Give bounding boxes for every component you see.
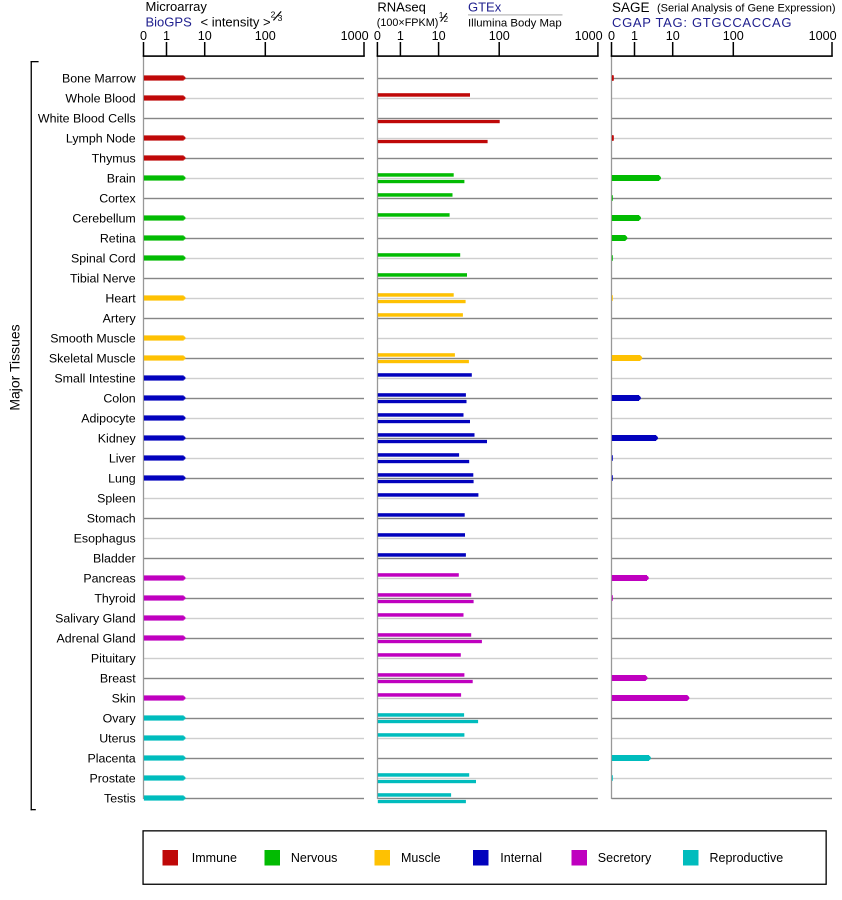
- svg-text:Illumina Body Map: Illumina Body Map: [468, 18, 562, 30]
- svg-text:Adipocyte: Adipocyte: [81, 411, 136, 425]
- svg-text:White Blood Cells: White Blood Cells: [38, 111, 136, 125]
- svg-text:100: 100: [255, 29, 276, 43]
- svg-text:RNAseq: RNAseq: [377, 0, 425, 15]
- svg-text:Immune: Immune: [192, 851, 237, 865]
- svg-text:BioGPS: BioGPS: [146, 15, 193, 30]
- svg-text:100: 100: [489, 29, 510, 43]
- svg-text:Cerebellum: Cerebellum: [72, 211, 135, 225]
- svg-text:0: 0: [140, 29, 147, 43]
- svg-text:Retina: Retina: [100, 231, 136, 245]
- svg-text:Pancreas: Pancreas: [83, 571, 135, 585]
- svg-text:Spinal Cord: Spinal Cord: [71, 251, 136, 265]
- svg-text:Brain: Brain: [107, 171, 136, 185]
- svg-text:Bone Marrow: Bone Marrow: [62, 71, 136, 85]
- svg-text:Lung: Lung: [108, 471, 136, 485]
- svg-text:Breast: Breast: [100, 671, 136, 685]
- svg-text:Thymus: Thymus: [92, 151, 136, 165]
- svg-text:0: 0: [608, 29, 615, 43]
- svg-text:< intensity >: < intensity >: [201, 15, 271, 30]
- svg-text:Liver: Liver: [109, 451, 136, 465]
- svg-text:Esophagus: Esophagus: [74, 531, 136, 545]
- svg-text:Smooth Muscle: Smooth Muscle: [50, 331, 136, 345]
- svg-text:Tibial Nerve: Tibial Nerve: [70, 271, 136, 285]
- svg-text:Salivary Gland: Salivary Gland: [55, 611, 136, 625]
- svg-text:Major Tissues: Major Tissues: [6, 324, 22, 410]
- svg-text:Bladder: Bladder: [93, 551, 136, 565]
- svg-text:1: 1: [439, 11, 444, 20]
- svg-text:Adrenal Gland: Adrenal Gland: [56, 631, 135, 645]
- svg-text:Secretory: Secretory: [598, 851, 652, 865]
- svg-text:Kidney: Kidney: [98, 431, 137, 445]
- svg-text:1: 1: [631, 29, 638, 43]
- svg-text:Small Intestine: Small Intestine: [54, 371, 135, 385]
- svg-text:Whole Blood: Whole Blood: [65, 91, 135, 105]
- svg-text:Placenta: Placenta: [87, 751, 135, 765]
- svg-text:Lymph Node: Lymph Node: [66, 131, 136, 145]
- svg-text:GTEx: GTEx: [468, 0, 502, 15]
- svg-text:Reproductive: Reproductive: [710, 851, 784, 865]
- svg-text:100: 100: [723, 29, 744, 43]
- svg-text:0: 0: [374, 29, 381, 43]
- svg-text:Cortex: Cortex: [99, 191, 136, 205]
- svg-text:Stomach: Stomach: [87, 511, 136, 525]
- svg-text:10: 10: [432, 29, 446, 43]
- svg-text:1: 1: [397, 29, 404, 43]
- svg-text:Uterus: Uterus: [99, 731, 136, 745]
- svg-text:1: 1: [163, 29, 170, 43]
- svg-text:10: 10: [666, 29, 680, 43]
- svg-text:Muscle: Muscle: [401, 851, 441, 865]
- svg-text:Ovary: Ovary: [103, 711, 137, 725]
- svg-text:2: 2: [444, 15, 449, 24]
- svg-text:2: 2: [271, 10, 276, 20]
- svg-text:(Serial Analysis of Gene Expre: (Serial Analysis of Gene Expression): [657, 2, 836, 14]
- svg-text:Prostate: Prostate: [90, 771, 136, 785]
- svg-text:Colon: Colon: [103, 391, 135, 405]
- svg-text:Pituitary: Pituitary: [91, 651, 137, 665]
- svg-text:1000: 1000: [575, 29, 603, 43]
- svg-text:Artery: Artery: [103, 311, 137, 325]
- svg-text:10: 10: [198, 29, 212, 43]
- svg-text:SAGE: SAGE: [612, 0, 650, 15]
- svg-text:(100×FPKM): (100×FPKM): [377, 17, 439, 29]
- svg-text:Testis: Testis: [104, 791, 136, 805]
- svg-text:Skin: Skin: [112, 691, 136, 705]
- svg-text:Internal: Internal: [500, 851, 542, 865]
- svg-text:Nervous: Nervous: [291, 851, 338, 865]
- svg-text:Skeletal Muscle: Skeletal Muscle: [49, 351, 136, 365]
- svg-text:1000: 1000: [341, 29, 369, 43]
- svg-text:Thyroid: Thyroid: [94, 591, 135, 605]
- svg-text:CGAP TAG: GTGCCACCAG: CGAP TAG: GTGCCACCAG: [612, 15, 792, 30]
- svg-text:Microarray: Microarray: [146, 0, 208, 14]
- svg-text:3: 3: [278, 13, 283, 23]
- svg-text:Heart: Heart: [105, 291, 136, 305]
- svg-text:Spleen: Spleen: [97, 491, 136, 505]
- svg-text:1000: 1000: [809, 29, 837, 43]
